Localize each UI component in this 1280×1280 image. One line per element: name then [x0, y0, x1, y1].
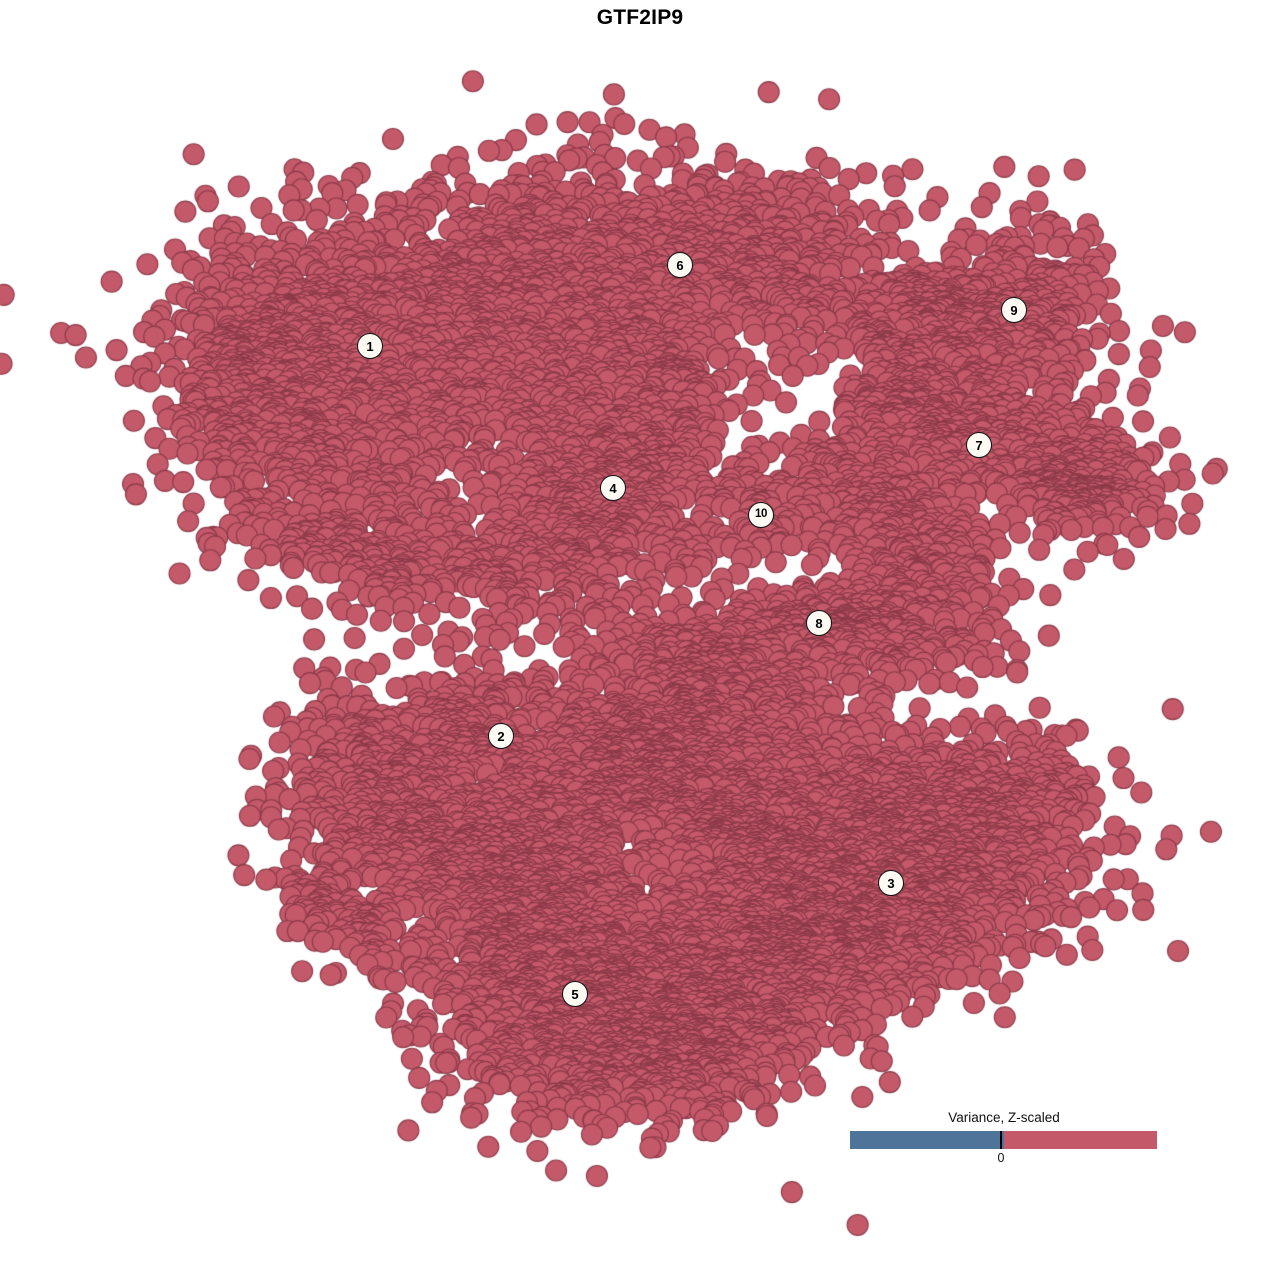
cluster-label-4[interactable]: 4 [600, 475, 626, 501]
cluster-label-1[interactable]: 1 [357, 333, 383, 359]
colorbar-title: Variance, Z-scaled [948, 1110, 1060, 1125]
cluster-label-6[interactable]: 6 [667, 252, 693, 278]
colorbar-zero-label: 0 [997, 1151, 1005, 1165]
cluster-label-7[interactable]: 7 [966, 432, 992, 458]
colorbar-zero-tick [1000, 1131, 1002, 1149]
cluster-label-9[interactable]: 9 [1001, 297, 1027, 323]
colorbar-positive-half [1003, 1131, 1157, 1149]
colorbar-negative-half [850, 1131, 1004, 1149]
cluster-label-10[interactable]: 10 [748, 502, 774, 528]
cluster-label-5[interactable]: 5 [562, 981, 588, 1007]
cluster-label-2[interactable]: 2 [488, 723, 514, 749]
cluster-label-8[interactable]: 8 [806, 610, 832, 636]
colorbar-gradient[interactable] [850, 1131, 1157, 1149]
cluster-label-3[interactable]: 3 [878, 870, 904, 896]
